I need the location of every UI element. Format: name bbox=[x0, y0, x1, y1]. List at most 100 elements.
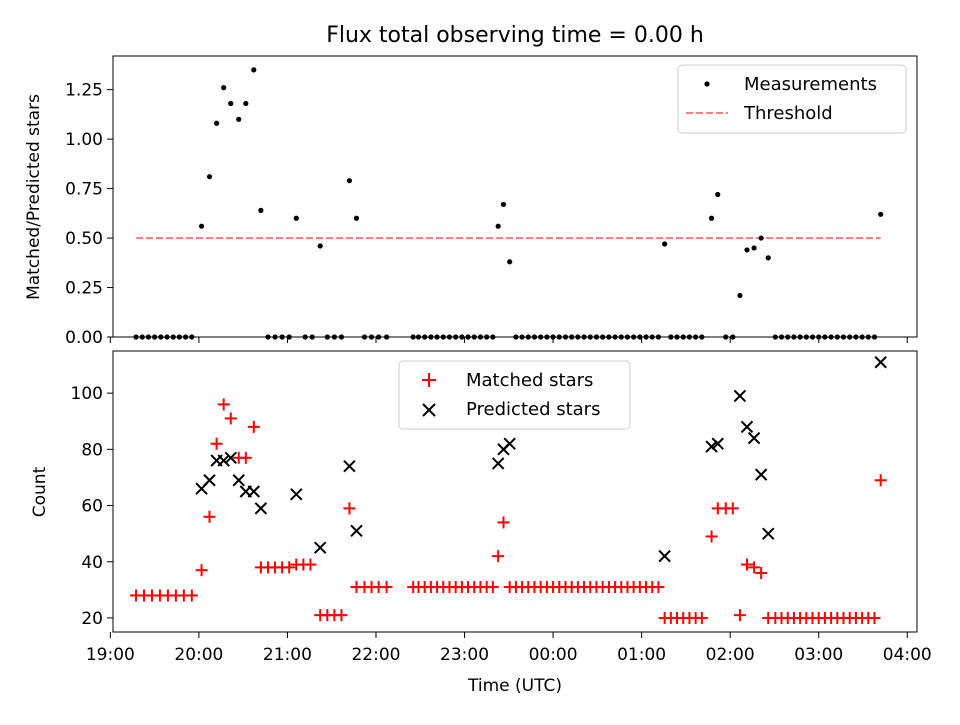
measurement-point bbox=[612, 334, 618, 340]
measurement-point bbox=[258, 207, 264, 213]
measurement-point bbox=[828, 334, 834, 340]
measurement-point bbox=[791, 334, 797, 340]
measurement-point bbox=[859, 334, 865, 340]
top-y-tick-label: 0.75 bbox=[65, 180, 103, 200]
legend-matched-label: Matched stars bbox=[466, 370, 593, 391]
measurement-point bbox=[302, 334, 308, 340]
x-tick-label: 22:00 bbox=[351, 645, 400, 665]
x-axis-label: Time (UTC) bbox=[467, 676, 562, 696]
measurement-point bbox=[693, 334, 699, 340]
measurement-point bbox=[575, 334, 581, 340]
measurement-point bbox=[513, 334, 519, 340]
measurement-point bbox=[495, 223, 501, 229]
x-tick-label: 21:00 bbox=[263, 645, 312, 665]
measurement-point bbox=[840, 334, 847, 340]
matched-star-marker bbox=[868, 611, 881, 624]
matched-star-marker bbox=[247, 420, 260, 433]
measurement-point bbox=[368, 334, 375, 340]
measurement-point bbox=[751, 245, 757, 251]
measurement-point bbox=[624, 334, 631, 340]
bottom-x-ticks: 19:00 20:00 21:00 22:00 23:00 00:00 01:00 02:00… bbox=[86, 632, 932, 665]
top-y-tick-label: 1.25 bbox=[65, 81, 103, 101]
measurement-point bbox=[228, 100, 234, 107]
measurement-point bbox=[471, 334, 477, 340]
matched-star-marker bbox=[874, 474, 887, 487]
measurement-point bbox=[309, 334, 315, 340]
measurement-point bbox=[338, 334, 345, 340]
x-tick-label: 23:00 bbox=[440, 645, 489, 665]
bottom-y-tick-label: 80 bbox=[81, 440, 103, 460]
measurement-point bbox=[500, 201, 507, 208]
measurement-point bbox=[587, 334, 593, 340]
predicted-star-marker bbox=[874, 356, 887, 369]
matched-star-marker bbox=[239, 451, 252, 464]
matched-star-marker bbox=[492, 550, 505, 563]
measurement-point bbox=[152, 334, 158, 340]
measurement-point bbox=[176, 334, 183, 340]
bottom-y-ticks: 20 40 60 80 100 bbox=[71, 384, 113, 629]
measurement-point bbox=[765, 255, 771, 261]
measurement-point bbox=[133, 334, 139, 340]
measurement-point bbox=[758, 235, 764, 241]
measurement-point bbox=[618, 334, 624, 340]
measurement-point bbox=[272, 334, 278, 340]
measurement-point bbox=[668, 334, 674, 340]
measurement-point bbox=[353, 215, 360, 221]
measurement-point bbox=[662, 241, 668, 247]
measurement-point bbox=[170, 334, 176, 340]
measurement-point bbox=[490, 334, 496, 340]
measurement-point bbox=[562, 334, 569, 340]
x-tick-label: 01:00 bbox=[617, 645, 666, 665]
measurement-points-layer bbox=[133, 67, 884, 340]
measurement-point bbox=[410, 334, 416, 340]
bottom-y-axis-label: Count bbox=[30, 466, 50, 517]
predicted-star-marker bbox=[350, 524, 363, 538]
measurement-point bbox=[317, 243, 323, 249]
measurement-point bbox=[434, 334, 440, 340]
top-y-tick-label: 0.50 bbox=[65, 229, 103, 249]
measurement-point bbox=[265, 334, 271, 340]
measurement-point bbox=[428, 334, 434, 340]
measurement-point bbox=[236, 116, 242, 122]
measurement-point bbox=[507, 259, 513, 265]
measurement-point bbox=[649, 334, 655, 340]
measurement-point bbox=[164, 334, 170, 340]
measurement-point bbox=[606, 334, 612, 340]
measurement-point bbox=[744, 247, 750, 253]
measurement-point bbox=[674, 334, 680, 340]
measurement-point bbox=[643, 334, 649, 340]
top-legend: Measurements Threshold bbox=[677, 64, 907, 134]
legend-predicted-label: Predicted stars bbox=[466, 399, 600, 420]
matched-star-marker bbox=[304, 558, 317, 571]
matched-star-marker bbox=[748, 561, 761, 574]
legend-matched-marker bbox=[422, 373, 436, 387]
measurement-point bbox=[538, 334, 544, 340]
matched-star-marker bbox=[726, 502, 739, 515]
matched-star-marker bbox=[497, 516, 510, 529]
matched-star-marker bbox=[486, 581, 499, 594]
matched-star-marker bbox=[652, 581, 665, 594]
measurement-point bbox=[206, 174, 213, 180]
matched-star-marker bbox=[185, 589, 198, 602]
measurement-point bbox=[631, 334, 637, 340]
measurement-point bbox=[853, 334, 859, 340]
measurement-point bbox=[158, 334, 164, 340]
legend-measurements-label: Measurements bbox=[744, 74, 877, 95]
predicted-star-marker bbox=[224, 451, 237, 464]
measurement-point bbox=[477, 334, 484, 340]
measurement-point bbox=[680, 334, 686, 340]
measurement-point bbox=[519, 334, 525, 340]
measurement-point bbox=[878, 211, 884, 217]
measurement-point bbox=[446, 334, 453, 340]
bottom-y-tick-label: 40 bbox=[81, 553, 103, 573]
measurement-point bbox=[834, 334, 840, 340]
measurement-point bbox=[484, 334, 490, 340]
x-tick-label: 04:00 bbox=[883, 645, 932, 665]
bottom-y-tick-label: 20 bbox=[81, 609, 103, 629]
predicted-star-marker bbox=[740, 420, 754, 434]
measurement-point bbox=[708, 215, 715, 221]
measurement-point bbox=[346, 178, 353, 184]
predicted-star-marker bbox=[254, 502, 268, 515]
measurement-point bbox=[772, 334, 778, 340]
